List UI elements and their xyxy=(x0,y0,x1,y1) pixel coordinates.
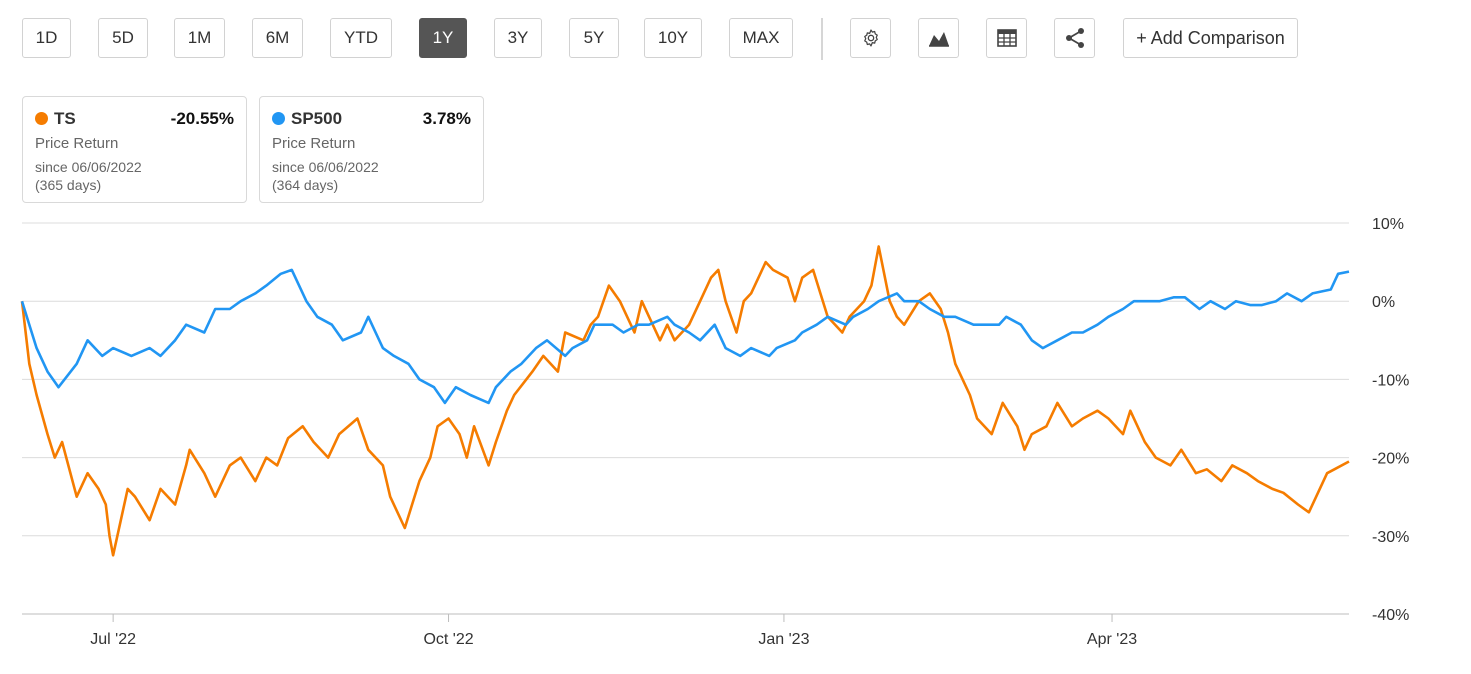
series-change: 3.78% xyxy=(422,109,471,128)
share-icon xyxy=(1065,28,1084,48)
toolbar: 1D 5D 1M 6M YTD 1Y 3Y 5Y 10Y MAX xyxy=(22,18,1312,60)
add-comparison-button[interactable]: + Add Comparison xyxy=(1123,18,1298,58)
x-tick-label: Jan '23 xyxy=(758,631,809,648)
series-color-dot xyxy=(35,112,48,125)
x-axis: Jul '22 Oct '22 Jan '23 Apr '23 xyxy=(90,614,1137,648)
series-symbol: TS xyxy=(54,109,76,128)
series-metric-label: Price Return xyxy=(272,135,356,152)
range-button-5d[interactable]: 5D xyxy=(98,18,148,58)
series-change: -20.55% xyxy=(170,109,234,128)
toolbar-divider xyxy=(821,18,823,60)
settings-button[interactable] xyxy=(850,18,891,58)
series-line-ts[interactable] xyxy=(20,245,1350,557)
y-axis: 10% 0% -10% -20% -30% -40% xyxy=(1372,216,1409,624)
range-button-1y[interactable]: 1Y xyxy=(419,18,467,58)
legend-card-sp500[interactable]: SP500 3.78% Price Return since 06/06/202… xyxy=(259,96,484,203)
range-button-1d[interactable]: 1D xyxy=(22,18,71,58)
y-tick-label: 10% xyxy=(1372,216,1404,233)
chart-type-button[interactable] xyxy=(918,18,959,58)
x-tick-label: Apr '23 xyxy=(1087,631,1137,648)
y-tick-label: -10% xyxy=(1372,372,1409,389)
y-tick-label: -20% xyxy=(1372,451,1409,468)
range-button-ytd[interactable]: YTD xyxy=(330,18,392,58)
range-button-6m[interactable]: 6M xyxy=(252,18,303,58)
chart-grid xyxy=(22,222,1349,615)
range-button-5y[interactable]: 5Y xyxy=(569,18,619,58)
range-button-max[interactable]: MAX xyxy=(729,18,793,58)
table-icon xyxy=(996,29,1017,47)
chart-type-icon xyxy=(928,32,949,47)
series-color-dot xyxy=(272,112,285,125)
range-button-3y[interactable]: 3Y xyxy=(494,18,542,58)
gear-icon xyxy=(863,29,878,47)
price-return-chart[interactable]: Jul '22 Oct '22 Jan '23 Apr '23 10% 0% -10% -2… xyxy=(0,205,1471,665)
series-metric-label: Price Return xyxy=(35,135,119,152)
legend-card-header: TS -20.55% xyxy=(35,108,234,130)
x-tick-label: Jul '22 xyxy=(90,631,136,648)
table-view-button[interactable] xyxy=(986,18,1027,58)
share-button[interactable] xyxy=(1054,18,1095,58)
series-day-count: (365 days) xyxy=(35,177,102,193)
series-line-sp500[interactable] xyxy=(20,268,1350,405)
chart-series xyxy=(20,245,1350,557)
legend-card-ts[interactable]: TS -20.55% Price Return since 06/06/2022… xyxy=(22,96,247,203)
series-since-date: since 06/06/2022 xyxy=(272,159,379,175)
series-since-date: since 06/06/2022 xyxy=(35,159,142,175)
range-button-1m[interactable]: 1M xyxy=(174,18,225,58)
range-button-10y[interactable]: 10Y xyxy=(644,18,702,58)
y-tick-label: -40% xyxy=(1372,607,1409,624)
series-day-count: (364 days) xyxy=(272,177,339,193)
y-tick-label: 0% xyxy=(1372,294,1395,311)
x-tick-label: Oct '22 xyxy=(423,631,473,648)
series-symbol: SP500 xyxy=(291,109,343,128)
y-tick-label: -30% xyxy=(1372,529,1409,546)
legend-card-header: SP500 3.78% xyxy=(272,108,471,130)
